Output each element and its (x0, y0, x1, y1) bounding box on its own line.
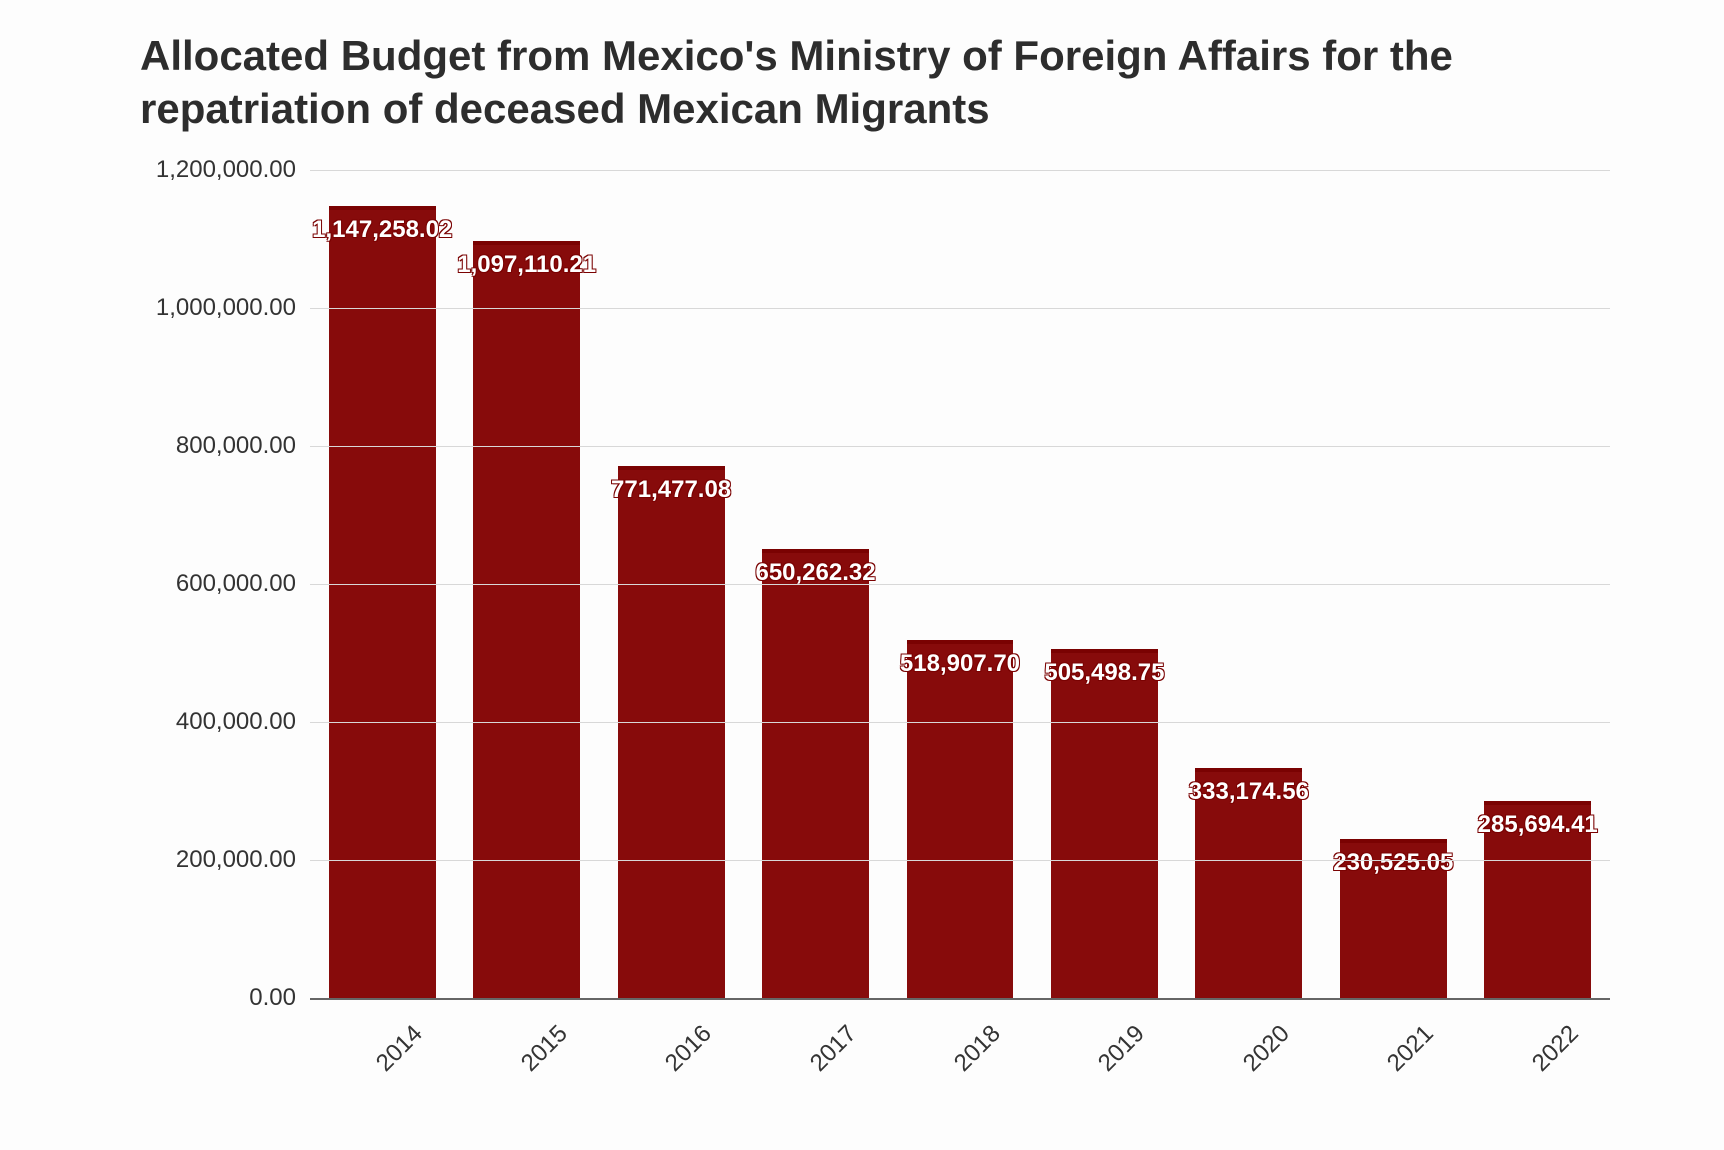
bar: 230,525.05 (1340, 839, 1447, 998)
bar-value-label: 230,525.05 (1333, 849, 1453, 877)
y-tick-label: 800,000.00 (176, 432, 296, 460)
bar: 771,477.08 (618, 466, 725, 998)
bar: 333,174.56 (1195, 768, 1302, 998)
x-tick-label: 2017 (743, 1000, 887, 1090)
y-tick-label: 0.00 (249, 984, 296, 1012)
grid-line (310, 722, 1610, 723)
grid-line (310, 446, 1610, 447)
bar: 505,498.75 (1051, 649, 1158, 998)
x-axis-labels: 201420152016201720182019202020212022 (310, 1000, 1610, 1090)
bar-value-label: 771,477.08 (611, 476, 731, 504)
bar: 650,262.32 (762, 549, 869, 998)
bar-value-label: 333,174.56 (1189, 778, 1309, 806)
y-tick-label: 1,200,000.00 (156, 156, 296, 184)
x-tick-label: 2018 (888, 1000, 1032, 1090)
bar: 1,097,110.21 (473, 241, 580, 998)
x-tick-label: 2019 (1032, 1000, 1176, 1090)
y-tick-label: 400,000.00 (176, 708, 296, 736)
y-tick-label: 600,000.00 (176, 570, 296, 598)
bar-value-label: 505,498.75 (1044, 659, 1164, 687)
bar-value-label: 285,694.41 (1478, 811, 1598, 839)
x-tick-label: 2015 (454, 1000, 598, 1090)
chart-area: 1,147,258.021,097,110.21771,477.08650,26… (140, 170, 1640, 1090)
x-tick-label: 2021 (1321, 1000, 1465, 1090)
x-tick-label: 2014 (310, 1000, 454, 1090)
bar: 285,694.41 (1484, 801, 1591, 998)
grid-line (310, 170, 1610, 171)
x-tick-label: 2016 (599, 1000, 743, 1090)
y-tick-label: 1,000,000.00 (156, 294, 296, 322)
bar-value-label: 1,147,258.02 (312, 216, 452, 244)
grid-line (310, 584, 1610, 585)
x-tick-label: 2022 (1466, 1000, 1610, 1090)
chart-container: Allocated Budget from Mexico's Ministry … (0, 0, 1724, 1150)
bar-value-label: 1,097,110.21 (457, 251, 596, 279)
bar-value-label: 518,907.70 (900, 650, 1020, 678)
y-tick-label: 200,000.00 (176, 846, 296, 874)
x-tick-label: 2020 (1177, 1000, 1321, 1090)
bar: 518,907.70 (907, 640, 1014, 998)
chart-title: Allocated Budget from Mexico's Ministry … (140, 30, 1540, 135)
bar: 1,147,258.02 (329, 206, 436, 998)
grid-line (310, 860, 1610, 861)
grid-line (310, 308, 1610, 309)
plot-area: 1,147,258.021,097,110.21771,477.08650,26… (310, 170, 1610, 1000)
